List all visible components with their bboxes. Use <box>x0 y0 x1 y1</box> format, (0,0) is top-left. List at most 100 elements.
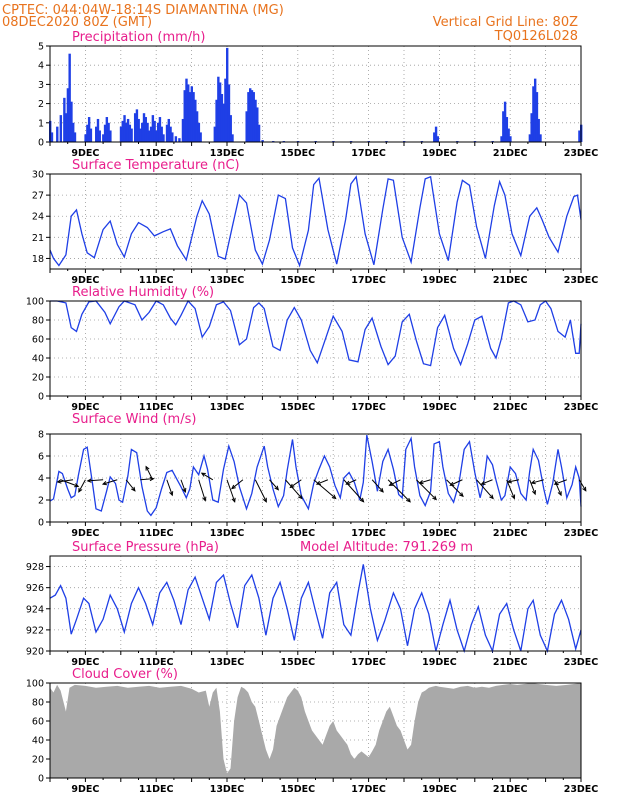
precip-bar <box>183 90 186 142</box>
wind-arrow-head <box>262 497 267 503</box>
wind-arrow-head <box>506 479 513 484</box>
precip-bar <box>533 78 537 142</box>
wind-arrow <box>506 479 515 499</box>
precip-bar <box>539 134 542 142</box>
precip-bar <box>505 117 509 142</box>
series-line <box>49 434 582 517</box>
precip-bar <box>142 113 146 142</box>
precip-bar <box>162 134 165 142</box>
precip-bar <box>252 92 255 142</box>
x-tick-label: 13DEC <box>210 784 245 795</box>
x-tick-label: 13DEC <box>210 148 245 159</box>
y-tick-label: 0 <box>38 774 44 785</box>
wind-arrow-head <box>149 476 155 482</box>
precip-bar <box>73 132 77 142</box>
meteogram-panels: Precipitation (mm/h) 0 1 2 3 4 5 9DEC 11DEC 13DEC… <box>26 30 598 795</box>
header-station: CPTEC: 044:04W-18:14S DIAMANTINA (MG) <box>2 3 284 18</box>
precip-bar <box>433 132 436 142</box>
x-tick-label: 9DEC <box>71 402 99 413</box>
x-tick-label: 13DEC <box>210 528 245 539</box>
precip-bar <box>229 115 232 142</box>
x-tick-label: 21DEC <box>493 784 528 795</box>
wind-arrow <box>231 479 244 489</box>
y-tick-label: 1 <box>38 118 44 129</box>
precip-bar <box>507 128 510 142</box>
wind-arrow <box>78 479 86 493</box>
x-tick-label: 11DEC <box>139 275 174 286</box>
wind-arrow-head <box>449 481 455 486</box>
precip-bar <box>130 128 133 142</box>
x-tick-label: 11DEC <box>139 784 174 795</box>
wind-arrow-head <box>182 487 187 493</box>
panel-title: Surface Wind (m/s) <box>72 412 196 427</box>
precip-bar <box>56 126 59 142</box>
precip-bar <box>105 117 109 142</box>
wind-arrow-head <box>315 480 321 485</box>
y-tick-label: 18 <box>32 254 44 265</box>
precip-bar <box>215 99 218 142</box>
panel-0: Precipitation (mm/h) 0 1 2 3 4 5 9DEC 11DEC 13DEC… <box>38 30 598 159</box>
wind-arrow <box>389 479 401 486</box>
wind-arrow-head <box>101 481 107 486</box>
wind-arrow-head <box>388 481 394 486</box>
precip-bar <box>217 76 220 142</box>
x-tick-label: 9DEC <box>71 784 99 795</box>
precip-bar <box>532 86 535 142</box>
y-tick-label: 100 <box>26 297 44 308</box>
precip-bar <box>109 130 112 142</box>
wind-arrow-head <box>557 491 562 497</box>
y-tick-label: 4 <box>38 61 44 72</box>
precip-bar <box>250 90 254 142</box>
wind-arrow <box>529 479 536 495</box>
precip-bar <box>222 103 225 142</box>
precip-bar <box>95 126 98 142</box>
wind-arrow <box>531 479 544 484</box>
precip-bar <box>169 126 172 142</box>
x-tick-label: 19DEC <box>422 657 457 668</box>
precip-bar <box>197 122 201 142</box>
precip-bar <box>503 101 507 142</box>
precip-bar <box>249 88 252 142</box>
precip-bar <box>86 124 89 142</box>
precip-bar <box>133 113 137 142</box>
precip-bar <box>227 84 231 142</box>
x-tick-label: 9DEC <box>71 275 99 286</box>
precip-bar <box>185 78 188 142</box>
precip-bar <box>195 111 199 142</box>
x-tick-label: 21DEC <box>493 528 528 539</box>
wind-arrow-head <box>432 495 438 501</box>
wind-arrow-head <box>418 480 424 485</box>
wind-arrow-head <box>531 490 536 496</box>
wind-arrow <box>145 466 154 480</box>
y-tick-label: 40 <box>32 354 44 365</box>
precip-bar <box>137 118 140 142</box>
precip-bar <box>72 122 75 142</box>
precip-bar <box>96 118 100 142</box>
x-tick-label: 21DEC <box>493 657 528 668</box>
y-tick-label: 30 <box>32 170 44 181</box>
precip-bar <box>155 130 158 142</box>
precip-bar <box>121 120 124 142</box>
panel-4: Surface Pressure (hPa) Model Altitude: 79… <box>26 540 598 668</box>
wind-arrow-head <box>56 479 62 484</box>
wind-arrow <box>316 479 329 485</box>
wind-arrow-head <box>74 483 80 488</box>
panel-title: Relative Humidity (%) <box>72 285 214 300</box>
panel-frame <box>49 45 582 143</box>
precip-bar <box>66 88 70 142</box>
wind-arrow-head <box>553 480 559 486</box>
x-tick-label: 19DEC <box>422 784 457 795</box>
wind-arrow <box>57 479 74 483</box>
precip-bar <box>59 115 63 142</box>
precip-bar <box>181 118 185 142</box>
precip-bar <box>192 92 195 142</box>
y-tick-label: 2 <box>38 496 44 507</box>
precip-bar <box>68 53 71 142</box>
panel-5: Cloud Cover (%) 0 20 40 60 80 100 9DEC 11DEC 13DE… <box>26 667 598 795</box>
y-tick-label: 40 <box>32 736 44 747</box>
wind-arrow-head <box>511 494 516 500</box>
precip-bar <box>537 118 540 142</box>
y-tick-label: 0 <box>38 518 44 529</box>
precip-bar <box>160 126 163 142</box>
wind-arrow <box>387 479 411 503</box>
